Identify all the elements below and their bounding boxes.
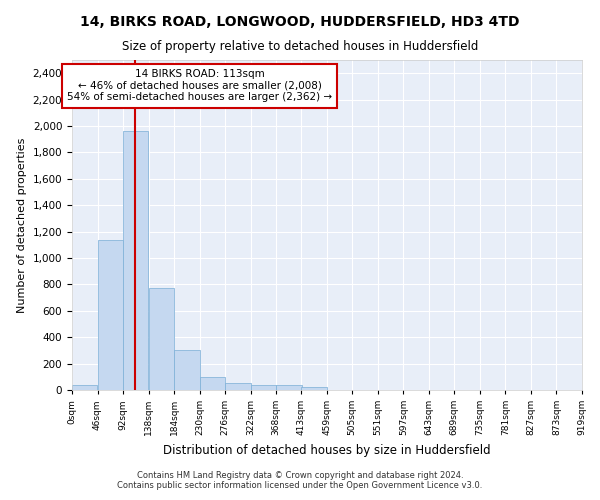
Bar (123, 132, 148, 390)
Bar (72, 386, 97, 390)
X-axis label: Distribution of detached houses by size in Huddersfield: Distribution of detached houses by size … (163, 444, 491, 456)
Text: Contains HM Land Registry data © Crown copyright and database right 2024.
Contai: Contains HM Land Registry data © Crown c… (118, 470, 482, 490)
Bar (174, 350, 199, 390)
Text: Size of property relative to detached houses in Huddersfield: Size of property relative to detached ho… (122, 40, 478, 53)
Bar (200, 377, 225, 390)
Bar (301, 386, 326, 390)
Bar (226, 384, 251, 390)
Text: 14, BIRKS ROAD, LONGWOOD, HUDDERSFIELD, HD3 4TD: 14, BIRKS ROAD, LONGWOOD, HUDDERSFIELD, … (80, 15, 520, 29)
Bar (98, 240, 123, 390)
Bar (149, 288, 174, 390)
Bar (277, 386, 302, 390)
Y-axis label: Number of detached properties: Number of detached properties (17, 138, 27, 312)
Bar (251, 384, 276, 390)
Text: 14 BIRKS ROAD: 113sqm
← 46% of detached houses are smaller (2,008)
54% of semi-d: 14 BIRKS ROAD: 113sqm ← 46% of detached … (67, 69, 332, 102)
